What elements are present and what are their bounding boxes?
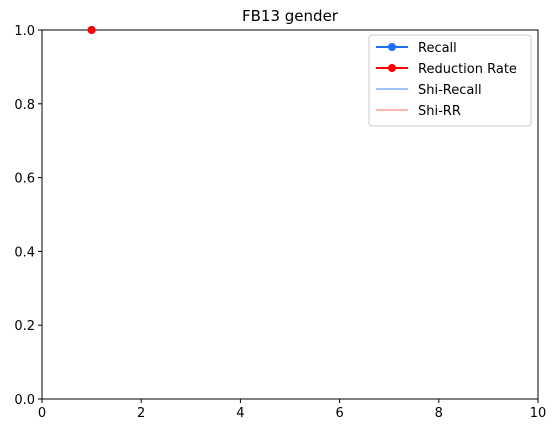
x-tick-label: 0 bbox=[38, 406, 46, 421]
legend-frame bbox=[368, 34, 532, 127]
y-axis: 0.0 0.2 0.4 0.6 0.8 1.0 bbox=[14, 24, 42, 408]
y-tick-label: 1.0 bbox=[14, 24, 35, 39]
y-tick-label: 0.6 bbox=[14, 172, 35, 187]
legend-label-recall: Recall bbox=[418, 41, 457, 56]
x-tick-label: 4 bbox=[236, 406, 244, 421]
x-tick-label: 2 bbox=[137, 406, 145, 421]
x-tick-label: 8 bbox=[435, 406, 443, 421]
data-point-reduction-rate bbox=[87, 26, 96, 34]
legend-marker-recall bbox=[388, 43, 396, 51]
legend-marker-reduction-rate bbox=[388, 64, 396, 72]
plot-frame bbox=[41, 29, 539, 400]
y-tick-label: 0.2 bbox=[14, 319, 35, 334]
y-tick-label: 0.0 bbox=[14, 393, 35, 408]
legend-label-shi-recall: Shi-Recall bbox=[418, 83, 482, 98]
chart-marks bbox=[87, 26, 96, 34]
x-tick-label: 10 bbox=[530, 406, 547, 421]
y-tick-label: 0.4 bbox=[14, 245, 35, 260]
chart-title: FB13 gender bbox=[242, 7, 339, 25]
plot-area bbox=[41, 29, 539, 400]
legend: Recall Reduction Rate Shi-Recall Shi-RR bbox=[368, 34, 532, 127]
y-tick-label: 0.8 bbox=[14, 98, 35, 113]
x-tick-label: 6 bbox=[335, 406, 343, 421]
legend-label-shi-rr: Shi-RR bbox=[418, 104, 461, 119]
x-axis: 0 2 4 6 8 10 bbox=[38, 399, 546, 421]
legend-label-reduction-rate: Reduction Rate bbox=[418, 62, 517, 77]
